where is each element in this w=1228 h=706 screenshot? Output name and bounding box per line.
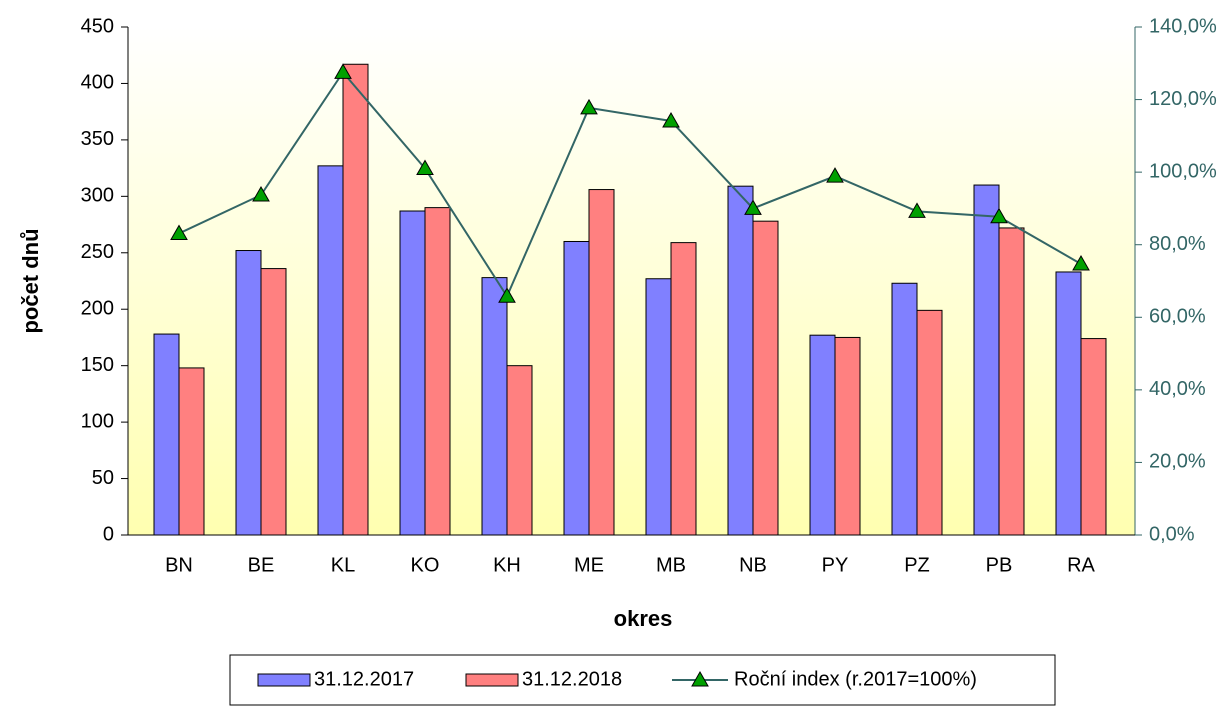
legend-label: 31.12.2018 bbox=[522, 668, 622, 690]
x-tick-label: KO bbox=[411, 554, 440, 576]
bar bbox=[154, 334, 179, 535]
bar bbox=[835, 337, 860, 535]
y-tick-label: 450 bbox=[81, 15, 114, 37]
y2-tick-label: 140,0% bbox=[1149, 15, 1217, 37]
bar bbox=[236, 251, 261, 535]
bar bbox=[646, 279, 671, 535]
y2-tick-label: 120,0% bbox=[1149, 88, 1217, 110]
y-tick-label: 100 bbox=[81, 410, 114, 432]
x-axis-title: okres bbox=[614, 606, 673, 631]
bar bbox=[589, 190, 614, 535]
bar bbox=[343, 64, 368, 535]
y2-tick-label: 60,0% bbox=[1149, 306, 1206, 328]
x-tick-label: BE bbox=[248, 554, 275, 576]
x-tick-label: BN bbox=[165, 554, 193, 576]
x-tick-label: PB bbox=[986, 554, 1013, 576]
x-tick-label: PZ bbox=[904, 554, 930, 576]
legend-swatch bbox=[258, 674, 310, 686]
bar bbox=[892, 283, 917, 535]
bar bbox=[1056, 272, 1081, 535]
bar bbox=[400, 211, 425, 535]
bar bbox=[753, 221, 778, 535]
y-tick-label: 0 bbox=[103, 523, 114, 545]
legend-label: Roční index (r.2017=100%) bbox=[734, 668, 977, 690]
bar bbox=[728, 186, 753, 535]
y2-tick-label: 20,0% bbox=[1149, 451, 1206, 473]
y-tick-label: 50 bbox=[92, 467, 114, 489]
x-tick-label: KH bbox=[493, 554, 521, 576]
bar bbox=[507, 366, 532, 535]
y-tick-label: 250 bbox=[81, 241, 114, 263]
bar bbox=[482, 278, 507, 535]
y-axis-title: počet dnů bbox=[18, 228, 43, 333]
bar bbox=[261, 269, 286, 535]
legend-label: 31.12.2017 bbox=[314, 668, 414, 690]
bar bbox=[999, 228, 1024, 535]
y2-tick-label: 40,0% bbox=[1149, 378, 1206, 400]
bar bbox=[810, 335, 835, 535]
x-tick-label: NB bbox=[739, 554, 767, 576]
bar bbox=[671, 243, 696, 535]
y2-tick-label: 80,0% bbox=[1149, 233, 1206, 255]
x-tick-label: KL bbox=[331, 554, 355, 576]
bar bbox=[425, 208, 450, 535]
legend-swatch bbox=[466, 674, 518, 686]
bar bbox=[564, 241, 589, 535]
y-tick-label: 200 bbox=[81, 298, 114, 320]
bar bbox=[917, 310, 942, 535]
x-tick-label: RA bbox=[1067, 554, 1095, 576]
bar bbox=[974, 185, 999, 535]
bar bbox=[318, 166, 343, 535]
x-tick-label: MB bbox=[656, 554, 686, 576]
x-tick-label: PY bbox=[822, 554, 849, 576]
chart: okres počet dnů 0 50 100 150 200 250 300 350 400… bbox=[0, 0, 1228, 706]
y-tick-label: 150 bbox=[81, 354, 114, 376]
y-tick-label: 400 bbox=[81, 72, 114, 94]
bar bbox=[179, 368, 204, 535]
y-tick-label: 300 bbox=[81, 185, 114, 207]
y-tick-label: 350 bbox=[81, 128, 114, 150]
bar bbox=[1081, 339, 1106, 535]
x-tick-label: ME bbox=[574, 554, 604, 576]
y2-tick-label: 0,0% bbox=[1149, 523, 1195, 545]
y2-tick-label: 100,0% bbox=[1149, 160, 1217, 182]
